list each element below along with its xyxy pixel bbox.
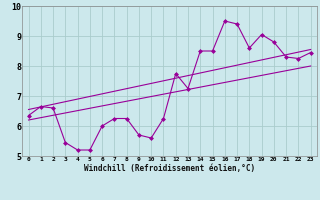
X-axis label: Windchill (Refroidissement éolien,°C): Windchill (Refroidissement éolien,°C) bbox=[84, 164, 255, 173]
